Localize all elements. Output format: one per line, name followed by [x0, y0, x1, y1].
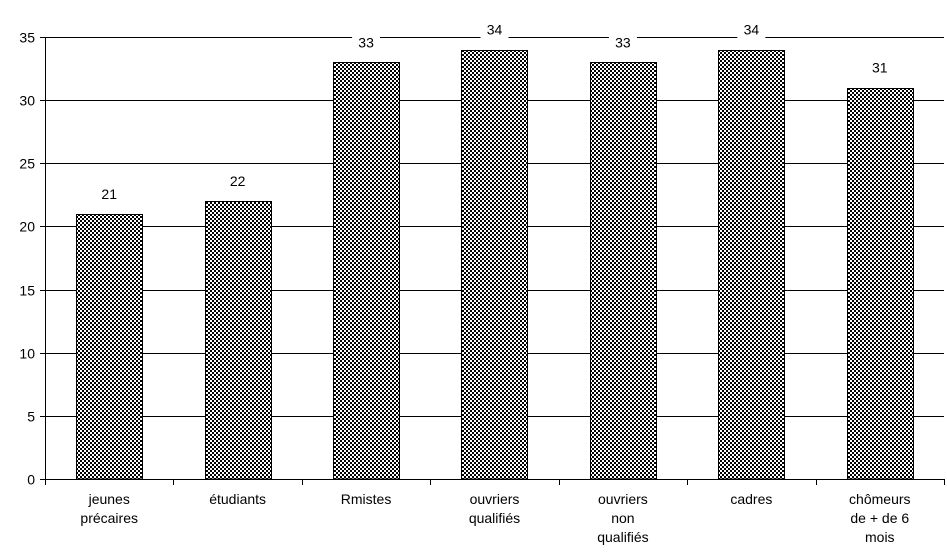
data-label: 21	[101, 186, 117, 202]
data-label-bg	[865, 58, 894, 77]
y-tick-label: 35	[19, 30, 35, 46]
x-category-label: ouvriers qualifiés	[469, 491, 520, 526]
x-category-label: Rmistes	[341, 491, 392, 507]
y-tick-label: 20	[19, 219, 35, 235]
x-category-label-line: étudiants	[209, 491, 266, 507]
y-tick-label: 25	[19, 156, 35, 172]
data-label: 22	[230, 173, 246, 189]
data-label-bg	[95, 184, 124, 203]
bar	[333, 62, 400, 480]
data-label: 34	[744, 22, 760, 38]
x-category-label-line: Rmistes	[341, 491, 392, 507]
x-axis-categories: jeunes précaires étudiants Rmistes ouvriers q…	[80, 491, 910, 545]
bars	[76, 50, 914, 480]
x-category-label-line: qualifiés	[469, 510, 520, 526]
bar	[76, 214, 143, 480]
x-category-label-line: mois	[865, 529, 895, 545]
x-category-label-line: qualifiés	[597, 529, 648, 545]
data-label: 34	[487, 22, 503, 38]
data-label-bg	[352, 33, 381, 52]
x-category-label: ouvriers non qualifiés	[597, 491, 648, 545]
data-label-bg	[737, 20, 766, 39]
bar	[461, 50, 528, 480]
x-category-label: chômeurs de + de 6 mois	[849, 491, 910, 545]
bar	[718, 50, 785, 480]
x-category-label-line: chômeurs	[849, 491, 910, 507]
axes	[45, 37, 945, 485]
data-label: 33	[358, 34, 374, 50]
x-category-label-line: précaires	[80, 510, 138, 526]
bar	[847, 88, 914, 480]
data-label: 31	[872, 60, 888, 76]
y-tick-label: 0	[27, 472, 35, 488]
x-category-label-line: jeunes	[88, 491, 130, 507]
bar	[590, 62, 657, 480]
x-category-label-line: de + de 6	[850, 510, 909, 526]
data-labels: 21 22 33 34 33 34 31	[95, 20, 894, 203]
y-tick-label: 30	[19, 93, 35, 109]
y-tick-label: 5	[27, 409, 35, 425]
x-category-label: jeunes précaires	[80, 491, 138, 526]
data-label-bg	[608, 33, 637, 52]
x-category-label-line: cadres	[730, 491, 772, 507]
data-label-bg	[480, 20, 509, 39]
data-label: 33	[615, 34, 631, 50]
bar	[205, 201, 272, 480]
x-category-label-line: non	[611, 510, 634, 526]
x-category-label-line: ouvriers	[598, 491, 648, 507]
x-category-label-line: ouvriers	[470, 491, 520, 507]
y-tick-label: 15	[19, 283, 35, 299]
y-tick-label: 10	[19, 346, 35, 362]
x-category-label: cadres	[730, 491, 772, 507]
y-axis-ticks: 0 5 10 15 20 25 30 35	[19, 30, 45, 488]
data-label-bg	[223, 172, 252, 191]
x-category-label: étudiants	[209, 491, 266, 507]
